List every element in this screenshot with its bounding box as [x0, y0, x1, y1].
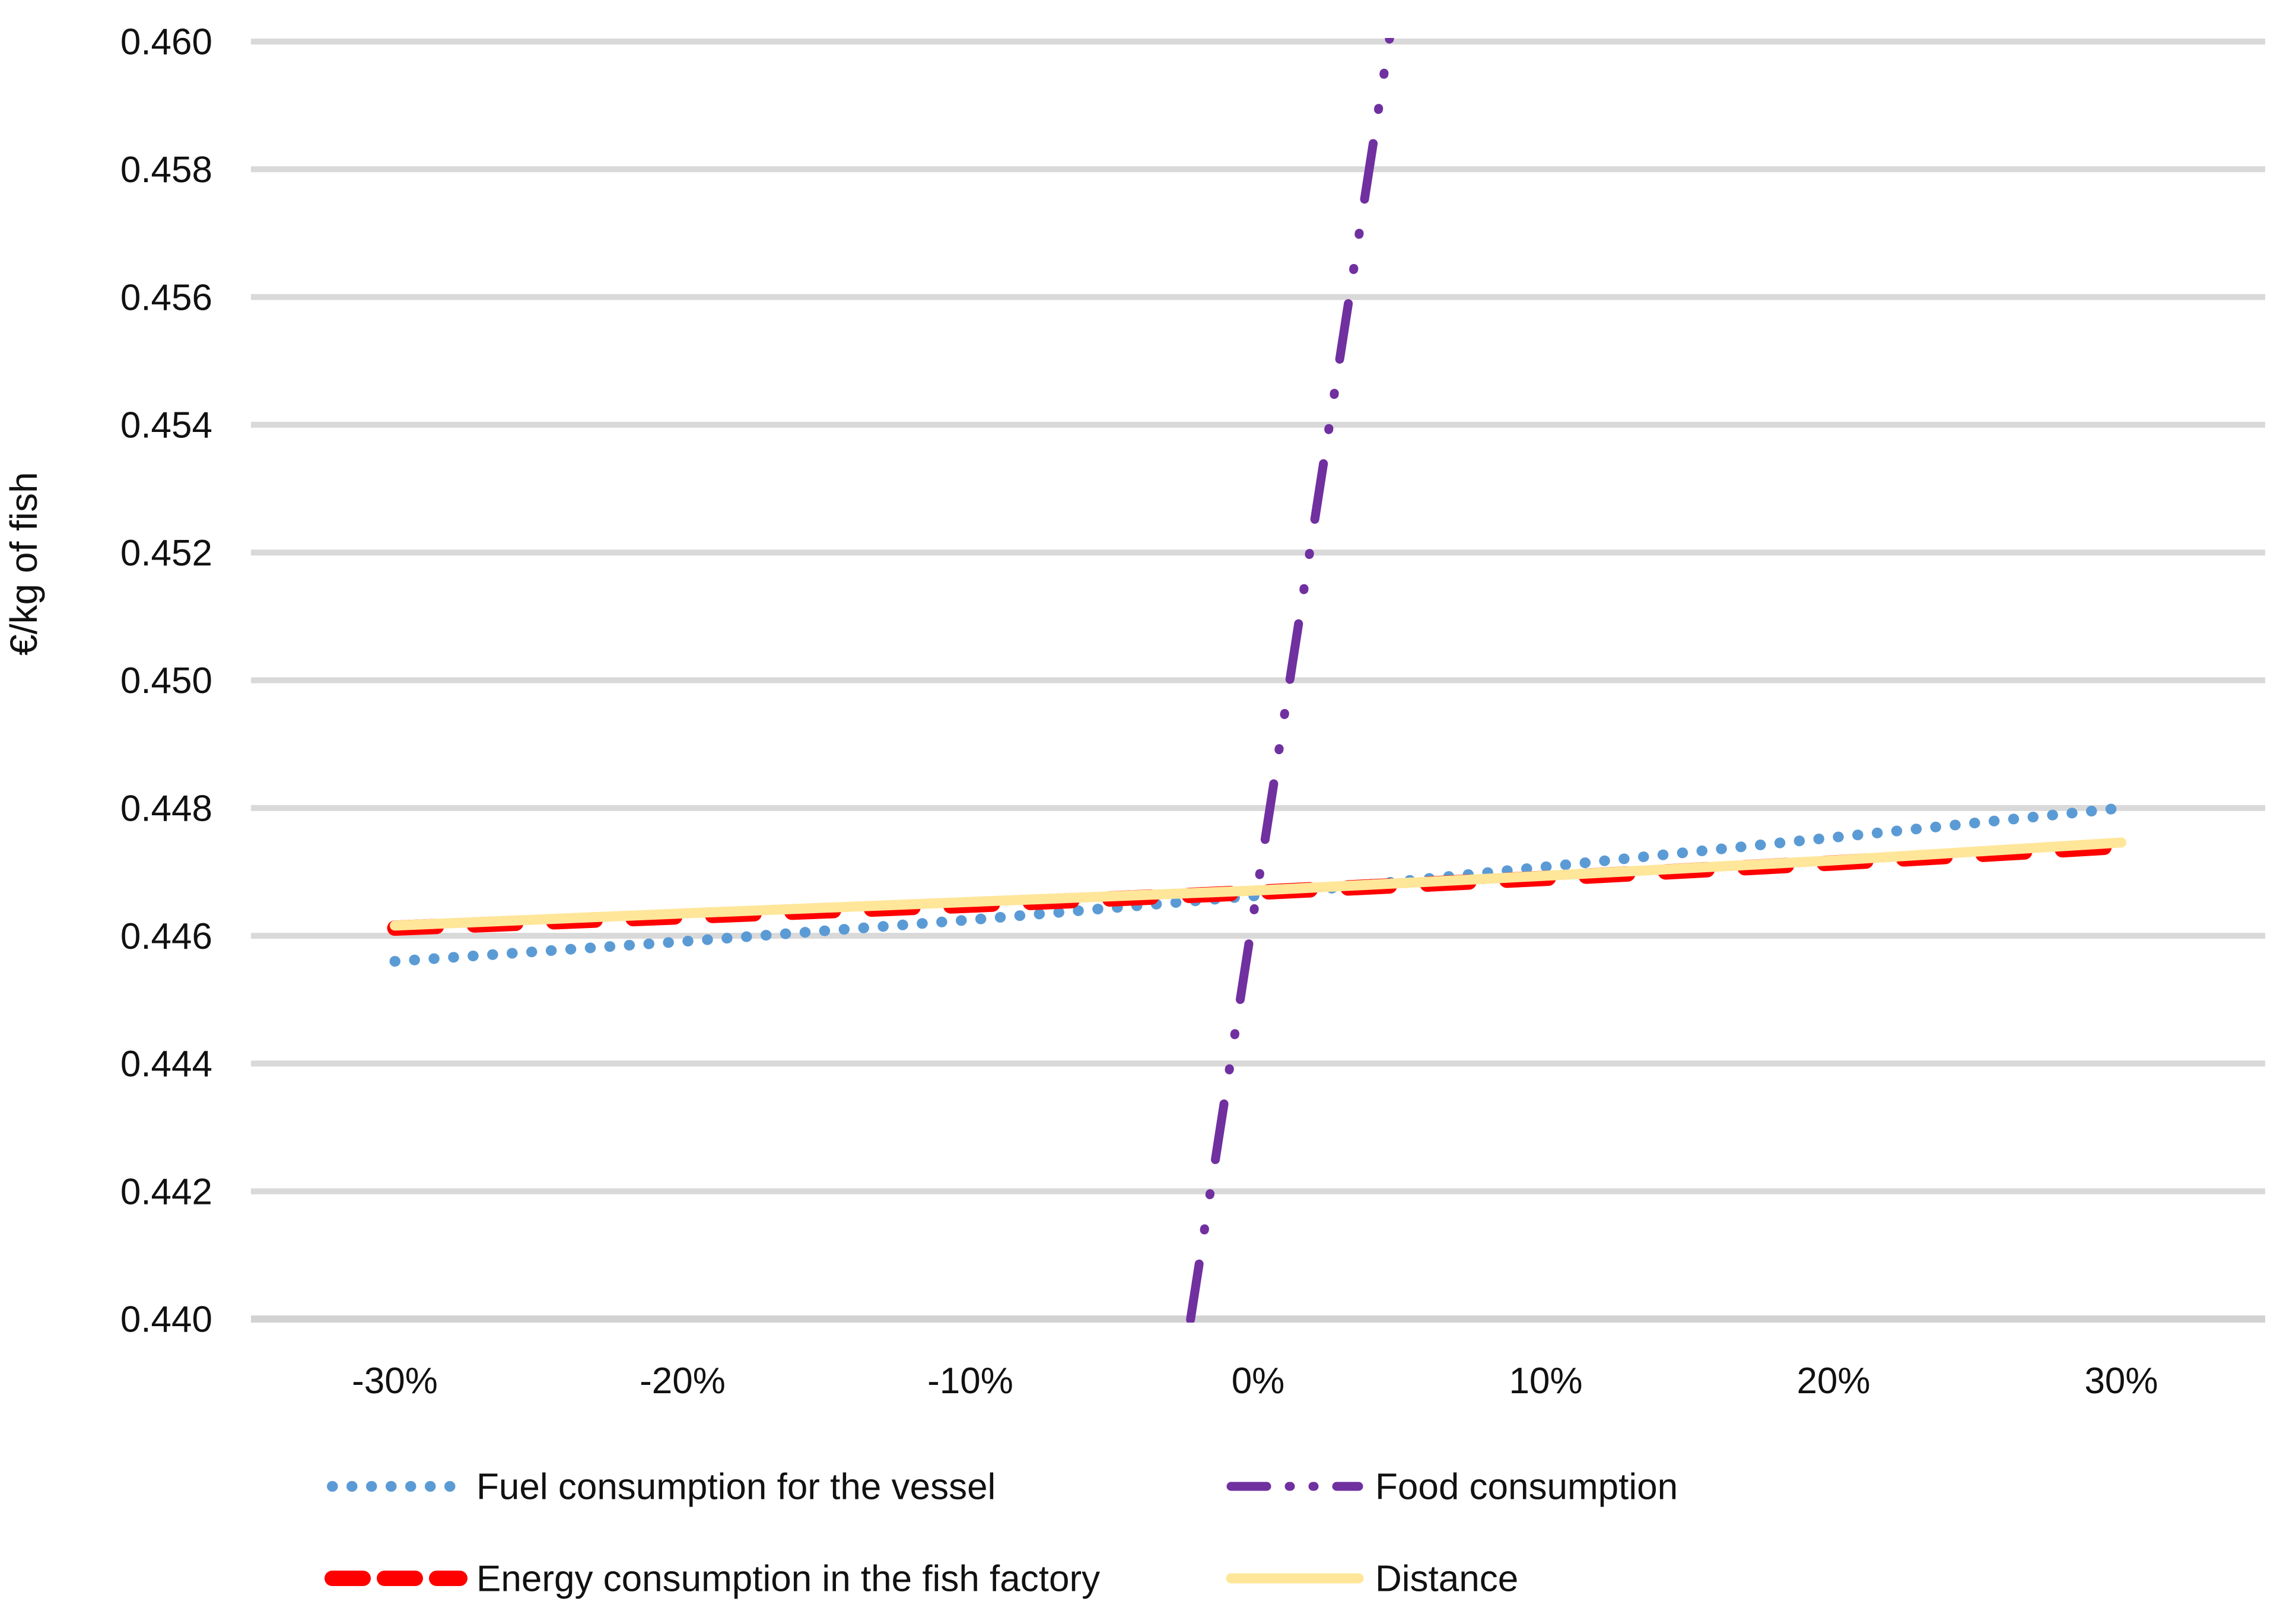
legend-item-fuel-consumption-for-the-vessel: Fuel consumption for the vessel	[327, 1467, 996, 1508]
x-tick-label: -10%	[927, 1361, 1013, 1402]
legend-label: Energy consumption in the fish factory	[476, 1559, 1100, 1600]
series-layer	[387, 38, 2129, 1323]
axis-labels-layer: 0.440 0.442 0.444 0.446 0.448 0.450 0.452 0.454…	[120, 22, 2158, 1402]
x-tick-label: 20%	[1796, 1361, 1870, 1402]
y-tick-label: 0.452	[120, 533, 212, 574]
series-line-distance	[390, 837, 2126, 931]
y-tick-label: 0.446	[120, 916, 212, 957]
legend: Fuel consumption for the vessel Food cons…	[325, 1467, 1678, 1600]
legend-item-distance: Distance	[1226, 1559, 1518, 1600]
x-tick-label: 30%	[2084, 1361, 2158, 1402]
y-tick-label: 0.456	[120, 277, 212, 318]
y-tick-label: 0.444	[120, 1044, 212, 1085]
y-tick-label: 0.448	[120, 789, 212, 830]
legend-item-food-consumption: Food consumption	[1226, 1467, 1678, 1508]
y-axis-title: €/kg of fish	[2, 472, 45, 656]
y-tick-label: 0.442	[120, 1171, 212, 1212]
y-tick-label: 0.458	[120, 150, 212, 190]
y-tick-label: 0.454	[120, 405, 212, 446]
legend-label: Distance	[1375, 1559, 1518, 1600]
y-tick-label: 0.460	[120, 22, 212, 63]
y-tick-label: 0.440	[120, 1299, 212, 1340]
legend-item-energy-consumption-in-the-fish-factory: Energy consumption in the fish factory	[325, 1559, 1100, 1600]
x-tick-label: 0%	[1232, 1361, 1285, 1402]
series-line-fuel-consumption-for-the-vessel	[389, 802, 2127, 967]
legend-label: Food consumption	[1375, 1467, 1678, 1508]
legend-label: Fuel consumption for the vessel	[476, 1467, 996, 1508]
x-tick-label: -30%	[352, 1361, 438, 1402]
y-tick-label: 0.450	[120, 660, 212, 701]
gridlines-layer	[251, 39, 2265, 1323]
x-tick-label: -20%	[640, 1361, 726, 1402]
x-tick-label: 10%	[1509, 1361, 1582, 1402]
